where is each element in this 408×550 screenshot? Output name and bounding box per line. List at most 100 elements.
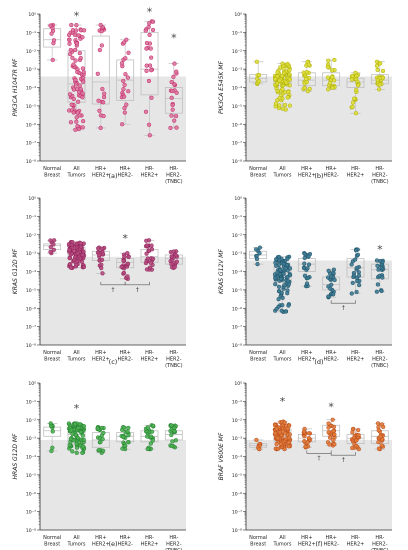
data-point bbox=[73, 47, 78, 53]
panel-label: (e) bbox=[108, 540, 117, 548]
x-tick-label: Tumors bbox=[272, 173, 291, 179]
y-tick-label: 10⁻³ bbox=[26, 436, 36, 442]
data-point bbox=[81, 70, 86, 75]
data-point bbox=[74, 115, 79, 120]
y-tick-label: 10⁻⁴ bbox=[26, 455, 36, 461]
data-point bbox=[351, 273, 357, 278]
data-point bbox=[145, 425, 150, 430]
data-point bbox=[80, 450, 85, 455]
data-point bbox=[278, 276, 284, 282]
data-point bbox=[352, 96, 357, 101]
data-point bbox=[326, 421, 331, 426]
data-point bbox=[353, 257, 358, 262]
x-tick-label: HER2- bbox=[166, 542, 182, 548]
x-tick-label: All bbox=[279, 350, 285, 356]
data-point bbox=[256, 72, 262, 78]
data-point bbox=[126, 433, 131, 438]
data-point bbox=[74, 259, 79, 264]
data-point bbox=[254, 59, 260, 64]
data-point bbox=[379, 443, 384, 448]
data-point bbox=[99, 29, 104, 34]
data-point bbox=[332, 442, 337, 447]
x-tick-label: HER2- bbox=[117, 542, 133, 548]
x-tick-label: HER2- bbox=[166, 173, 182, 179]
data-point bbox=[66, 32, 72, 38]
data-point bbox=[256, 78, 262, 84]
data-point bbox=[67, 41, 72, 46]
data-point bbox=[286, 444, 291, 449]
panel-label: (f) bbox=[315, 540, 322, 548]
data-point bbox=[78, 28, 84, 33]
data-point bbox=[73, 58, 78, 63]
y-tick-label: 10⁻⁶ bbox=[232, 122, 242, 128]
x-tick-label: Breast bbox=[44, 357, 60, 363]
data-point bbox=[170, 107, 175, 112]
x-tick-label: HR- bbox=[351, 535, 360, 541]
x-tick-label: HER2+ bbox=[92, 357, 110, 363]
data-point bbox=[149, 247, 155, 252]
data-point bbox=[168, 125, 173, 131]
data-point bbox=[380, 75, 386, 80]
data-point bbox=[332, 57, 337, 63]
data-point bbox=[73, 421, 78, 427]
x-tick-label: HR+ bbox=[119, 166, 130, 172]
data-point bbox=[145, 256, 150, 261]
data-point bbox=[71, 96, 76, 102]
data-point bbox=[100, 436, 105, 442]
data-point bbox=[354, 87, 359, 93]
data-point bbox=[169, 254, 174, 259]
dagger-mark: † bbox=[318, 455, 321, 462]
data-point bbox=[122, 110, 127, 115]
data-point bbox=[50, 57, 55, 63]
data-point bbox=[68, 92, 73, 97]
x-tick-label: HER2- bbox=[117, 173, 133, 179]
data-point bbox=[283, 266, 288, 271]
data-point bbox=[48, 23, 53, 28]
x-tick-label: All bbox=[279, 535, 285, 541]
data-point bbox=[76, 89, 82, 95]
data-point bbox=[97, 252, 102, 257]
y-tick-label: 10⁻⁵ bbox=[26, 104, 36, 110]
x-tick-label: HR- bbox=[351, 166, 360, 172]
data-point bbox=[254, 256, 260, 262]
y-tick-label: 10⁻⁸ bbox=[232, 159, 242, 165]
panel-label: (c) bbox=[109, 358, 118, 366]
y-axis-label: KRAS G12D MF bbox=[12, 248, 19, 294]
y-axis-label: PIK3CA H1047R MF bbox=[12, 58, 19, 116]
data-point bbox=[122, 40, 127, 45]
y-tick-label: 10⁻⁷ bbox=[26, 325, 36, 331]
box bbox=[140, 31, 159, 96]
data-point bbox=[350, 73, 355, 79]
data-point bbox=[377, 82, 383, 87]
data-point bbox=[274, 306, 279, 312]
data-point bbox=[275, 436, 280, 441]
data-point bbox=[68, 261, 73, 267]
data-point bbox=[150, 423, 156, 428]
dagger-mark: † bbox=[342, 457, 345, 464]
data-point bbox=[101, 113, 106, 119]
x-tick-label: HER2- bbox=[323, 173, 339, 179]
data-point bbox=[96, 246, 101, 251]
data-point bbox=[381, 424, 386, 430]
data-point bbox=[50, 429, 55, 434]
data-point bbox=[306, 254, 311, 259]
data-point bbox=[349, 291, 354, 296]
data-point bbox=[150, 19, 156, 24]
lod-shade bbox=[246, 260, 392, 345]
y-tick-label: 10⁻⁴ bbox=[26, 270, 36, 276]
data-point bbox=[274, 81, 280, 86]
y-tick-label: 10⁻⁷ bbox=[232, 141, 242, 147]
y-tick-label: 10⁻³ bbox=[26, 251, 36, 257]
data-point bbox=[172, 82, 177, 87]
significance-star: * bbox=[147, 6, 153, 19]
data-point bbox=[302, 251, 307, 256]
data-point bbox=[78, 429, 84, 435]
data-point bbox=[173, 438, 179, 443]
data-point bbox=[376, 267, 381, 272]
x-tick-label: HR- bbox=[145, 535, 154, 541]
x-tick-label: HER2+ bbox=[92, 173, 110, 179]
data-point bbox=[302, 261, 307, 266]
data-point bbox=[330, 85, 335, 90]
data-point bbox=[74, 450, 79, 455]
data-point bbox=[67, 442, 72, 448]
